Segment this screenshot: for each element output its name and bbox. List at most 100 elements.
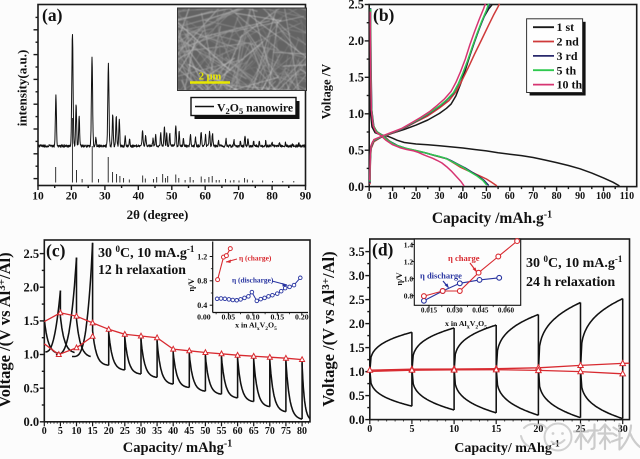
svg-text:η (discharge): η (discharge) — [232, 276, 274, 285]
svg-text:0.0: 0.0 — [349, 413, 365, 427]
svg-text:Voltage /(V vs Al3+/Al): Voltage /(V vs Al3+/Al) — [0, 252, 14, 407]
svg-text:40: 40 — [458, 191, 468, 202]
svg-text:30: 30 — [136, 426, 146, 437]
svg-text:1.4: 1.4 — [404, 240, 414, 249]
svg-text:24 h relaxation: 24 h relaxation — [526, 275, 615, 290]
svg-text:70: 70 — [265, 426, 275, 437]
svg-text:1.5: 1.5 — [348, 71, 364, 85]
svg-text:2.0: 2.0 — [23, 280, 39, 294]
svg-text:2 nd: 2 nd — [557, 35, 580, 49]
svg-text:5: 5 — [409, 424, 414, 435]
svg-text:90: 90 — [575, 191, 585, 202]
svg-text:2.5: 2.5 — [23, 247, 39, 261]
svg-text:x in AlxV2O5: x in AlxV2O5 — [235, 321, 277, 333]
svg-text:η/V: η/V — [394, 271, 404, 285]
svg-text:Voltage /V: Voltage /V — [320, 64, 334, 119]
svg-text:0.045: 0.045 — [472, 307, 489, 315]
svg-text:30 0C, 10 mA.g-1: 30 0C, 10 mA.g-1 — [98, 244, 195, 261]
svg-text:0.060: 0.060 — [498, 307, 515, 315]
svg-text:x in AlxV2O5: x in AlxV2O5 — [445, 319, 487, 331]
svg-text:0: 0 — [367, 191, 372, 202]
svg-text:(b): (b) — [373, 5, 395, 25]
svg-text:10: 10 — [449, 424, 459, 435]
svg-text:0.4: 0.4 — [197, 301, 207, 310]
svg-text:25: 25 — [120, 426, 130, 437]
svg-text:45: 45 — [184, 426, 194, 437]
svg-text:2θ (degree): 2θ (degree) — [127, 207, 189, 222]
svg-text:3 rd: 3 rd — [557, 49, 578, 63]
svg-text:12 h relaxation: 12 h relaxation — [98, 262, 186, 277]
svg-text:0.05: 0.05 — [222, 313, 236, 322]
svg-text:V2O5 nanowire: V2O5 nanowire — [217, 101, 293, 117]
svg-text:70: 70 — [528, 191, 538, 202]
svg-text:65: 65 — [249, 426, 259, 437]
svg-text:80: 80 — [266, 190, 278, 202]
svg-text:1 st: 1 st — [557, 20, 575, 34]
svg-text:10: 10 — [72, 426, 82, 437]
svg-text:20: 20 — [66, 190, 78, 202]
svg-text:75: 75 — [281, 426, 291, 437]
svg-text:50: 50 — [200, 426, 210, 437]
svg-text:1.2: 1.2 — [404, 257, 414, 266]
svg-text:5 th: 5 th — [557, 63, 577, 77]
svg-text:(a): (a) — [42, 5, 63, 25]
svg-text:Voltage /(V vs Al3+/Al): Voltage /(V vs Al3+/Al) — [319, 251, 338, 406]
svg-text:1.0: 1.0 — [23, 348, 39, 362]
svg-text:20: 20 — [411, 191, 421, 202]
svg-text:15: 15 — [491, 424, 501, 435]
svg-text:1.5: 1.5 — [23, 314, 39, 328]
svg-text:1.5: 1.5 — [349, 341, 365, 355]
svg-text:Capacity/ mAhg-1: Capacity/ mAhg-1 — [123, 439, 232, 457]
svg-text:30 0C, 10 mA.g-1: 30 0C, 10 mA.g-1 — [526, 254, 623, 271]
svg-text:(c): (c) — [46, 241, 66, 261]
svg-text:0.10: 0.10 — [246, 313, 260, 322]
svg-text:30: 30 — [434, 191, 444, 202]
svg-text:30: 30 — [99, 190, 111, 202]
svg-text:55: 55 — [217, 426, 227, 437]
svg-text:50: 50 — [481, 191, 491, 202]
svg-text:η discharge: η discharge — [420, 271, 462, 281]
svg-text:40: 40 — [168, 426, 178, 437]
svg-text:10: 10 — [32, 190, 44, 202]
svg-text:0.8: 0.8 — [197, 277, 207, 286]
svg-text:0.20: 0.20 — [295, 313, 309, 322]
svg-text:5: 5 — [58, 426, 63, 437]
svg-text:110: 110 — [620, 191, 634, 202]
svg-text:2.0: 2.0 — [348, 34, 364, 48]
svg-text:60: 60 — [505, 191, 515, 202]
svg-text:60: 60 — [199, 190, 211, 202]
svg-text:0.15: 0.15 — [270, 313, 284, 322]
svg-text:Capacity /mAh.g-1: Capacity /mAh.g-1 — [432, 210, 552, 228]
svg-text:0.5: 0.5 — [349, 389, 365, 403]
svg-text:70: 70 — [233, 190, 245, 202]
svg-text:η/V: η/V — [186, 277, 196, 291]
svg-text:intensity(a.u.): intensity(a.u.) — [15, 50, 30, 127]
svg-text:0.0: 0.0 — [348, 180, 364, 194]
svg-text:0: 0 — [42, 426, 47, 437]
svg-text:50: 50 — [166, 190, 178, 202]
svg-text:3.5: 3.5 — [349, 245, 365, 259]
svg-text:1.0: 1.0 — [349, 365, 365, 379]
svg-text:2 μm: 2 μm — [199, 72, 222, 83]
svg-text:80: 80 — [297, 426, 307, 437]
svg-text:1.0: 1.0 — [348, 107, 364, 121]
svg-text:0.015: 0.015 — [421, 307, 438, 315]
svg-text:15: 15 — [88, 426, 98, 437]
svg-text:60: 60 — [233, 426, 243, 437]
svg-text:0.00: 0.00 — [197, 313, 211, 322]
svg-text:η (charge): η (charge) — [239, 254, 272, 263]
svg-text:80: 80 — [552, 191, 562, 202]
svg-text:35: 35 — [152, 426, 162, 437]
svg-text:0.5: 0.5 — [348, 143, 364, 157]
svg-text:Capacity/ mAhg-1: Capacity/ mAhg-1 — [454, 440, 560, 457]
svg-text:90: 90 — [300, 190, 312, 202]
svg-text:0: 0 — [367, 424, 372, 435]
svg-text:0.8: 0.8 — [404, 292, 414, 301]
svg-text:1.2: 1.2 — [197, 252, 207, 261]
svg-text:20: 20 — [533, 424, 543, 435]
svg-text:30: 30 — [618, 424, 628, 435]
svg-text:2.5: 2.5 — [349, 293, 365, 307]
svg-text:40: 40 — [133, 190, 145, 202]
svg-text:0.5: 0.5 — [23, 381, 39, 395]
svg-text:η charge: η charge — [448, 253, 480, 263]
